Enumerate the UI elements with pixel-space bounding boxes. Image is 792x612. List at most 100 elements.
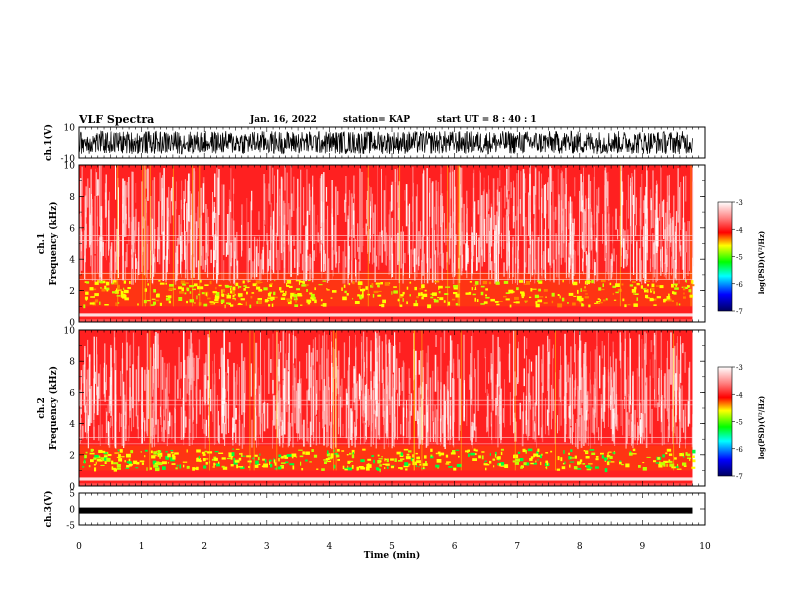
spectrogram-patch — [204, 450, 208, 453]
spectrogram-patch — [577, 289, 579, 294]
spectrogram-patch — [116, 464, 121, 468]
spectrogram-streak — [208, 428, 210, 442]
spectrogram-streak — [557, 241, 560, 278]
spectrogram-patch — [683, 465, 687, 467]
spectrogram-streak — [283, 368, 286, 435]
spectrogram-streak — [547, 335, 549, 352]
spectrogram-streak — [296, 390, 297, 434]
spectrogram-patch — [156, 293, 160, 298]
spectrogram-streak — [205, 419, 207, 437]
spectrogram-patch — [123, 280, 126, 284]
spectrogram-patch — [344, 468, 348, 471]
spectrogram-streak — [677, 168, 679, 223]
spectrogram-patch — [226, 295, 231, 299]
spectrogram-streak — [462, 254, 464, 269]
spectrogram-patch — [608, 451, 612, 453]
spectrogram-streak — [639, 248, 641, 272]
spectrogram-patch — [320, 299, 323, 302]
spectrogram-patch — [153, 301, 156, 305]
spectrogram-streak — [688, 367, 690, 424]
spectrogram-streak — [387, 234, 388, 256]
spectrogram-streak — [387, 423, 389, 439]
spectrogram-streak — [517, 236, 519, 269]
spectrogram-patch — [688, 289, 692, 293]
spectrogram-patch — [213, 462, 215, 466]
spectrogram-streak — [661, 201, 664, 218]
spectrogram-streak — [377, 383, 379, 439]
spectrogram-streak — [220, 348, 222, 368]
spectrogram-streak — [601, 404, 603, 419]
spectrogram-patch — [240, 298, 245, 301]
spectrogram-streak — [528, 192, 529, 236]
spectrogram-streak — [338, 418, 339, 435]
spectrogram-streak — [187, 180, 189, 281]
spectrogram-streak — [266, 233, 268, 245]
y-tick-label: 0 — [69, 483, 75, 493]
spectrogram-patch — [112, 280, 117, 284]
spectrogram-patch — [512, 460, 516, 463]
spectrogram-patch — [251, 292, 255, 294]
spectrogram-patch — [591, 452, 596, 455]
spectrogram-patch — [235, 448, 240, 450]
spectrogram-patch — [298, 449, 303, 451]
spectrogram-patch — [165, 451, 168, 453]
spectrogram-patch — [117, 449, 120, 452]
spectrogram-patch — [418, 466, 420, 468]
spectrogram-streak — [84, 346, 86, 413]
spectrogram-streak — [108, 210, 110, 251]
spectrogram-patch — [480, 303, 485, 305]
spectrogram-streak — [192, 180, 194, 254]
spectrogram-patch — [172, 455, 176, 460]
spectrogram-streak — [560, 173, 562, 258]
spectrogram-patch — [215, 286, 217, 290]
spectrogram-streak — [161, 427, 163, 442]
spectrogram-streak — [471, 232, 473, 274]
spectrogram-patch — [96, 459, 102, 462]
spectrogram-streak — [259, 236, 260, 281]
spectrogram-streak — [377, 165, 378, 255]
spectrogram-streak — [523, 394, 524, 434]
spectrogram-patch — [192, 467, 197, 470]
spectrogram-streak — [295, 337, 297, 430]
spectrogram-patch — [659, 461, 661, 465]
spectrogram-patch — [533, 453, 539, 456]
spectrogram-streak — [83, 364, 85, 406]
x-tick-label: 3 — [264, 542, 270, 552]
spectrogram-streak — [494, 215, 496, 284]
spectrogram-streak — [639, 402, 641, 419]
spectrogram-patch — [147, 283, 149, 286]
spectrogram-patch — [248, 466, 251, 468]
spectrogram-streak — [225, 371, 227, 398]
spectrogram-patch — [377, 285, 380, 288]
spectrogram-streak — [419, 406, 421, 445]
spectrogram-streak — [144, 417, 145, 442]
spectrogram-streak — [180, 199, 182, 260]
spectrogram-patch — [100, 457, 105, 460]
spectrogram-patch — [238, 466, 243, 468]
spectrogram-streak — [542, 344, 544, 393]
spectrogram-streak — [663, 401, 665, 445]
spectrogram-streak — [470, 336, 473, 399]
spectrogram-streak — [488, 175, 489, 212]
spectrogram-streak — [535, 259, 537, 275]
spectrogram-streak — [662, 246, 663, 273]
spectrogram-streak — [188, 339, 190, 396]
spectrogram-streak — [354, 426, 356, 448]
spectrogram-streak — [234, 377, 236, 422]
spectrogram-patch — [202, 458, 206, 462]
spectrogram-patch — [236, 464, 238, 469]
spectrogram-streak — [684, 403, 687, 440]
spectrogram-patch — [348, 283, 351, 286]
spectrogram-patch — [326, 459, 328, 462]
spectrogram-patch — [273, 291, 276, 296]
spectrogram-streak — [87, 415, 89, 449]
spectrogram-streak — [122, 195, 124, 280]
spectrogram-patch — [683, 455, 685, 458]
spectrogram-streak — [251, 190, 253, 211]
spectrogram-patch — [574, 455, 577, 459]
spectrogram-streak — [317, 215, 319, 238]
spectrogram-patch — [120, 293, 126, 298]
spectrogram-patch — [278, 458, 280, 462]
spectrogram-streak — [110, 344, 112, 411]
spectrogram-streak — [272, 333, 274, 444]
